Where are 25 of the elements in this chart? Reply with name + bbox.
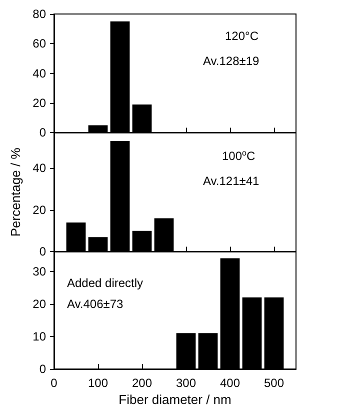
annotation: Av.121±41 <box>203 174 260 188</box>
y-tick-label: 10 <box>32 329 46 344</box>
y-tick-label: 20 <box>32 96 46 110</box>
annotation: Av.406±73 <box>67 297 124 311</box>
y-tick-label: 0 <box>39 126 46 140</box>
x-tick-label: 500 <box>264 376 284 390</box>
y-tick-label: 80 <box>32 7 46 21</box>
x-tick-label: 400 <box>220 376 240 390</box>
annotation: Added directly <box>67 276 144 290</box>
y-tick-label: 40 <box>32 161 46 176</box>
x-tick-label: 200 <box>132 376 152 390</box>
y-tick-label: 30 <box>32 264 46 278</box>
y-tick-label: 60 <box>32 36 46 51</box>
y-tick-label: 20 <box>32 202 46 217</box>
y-axis-title: Percentage / % <box>8 147 23 237</box>
annotation: 120°C <box>225 29 259 43</box>
annotation: Av.128±19 <box>203 54 260 68</box>
y-tick-label: 20 <box>32 296 46 311</box>
x-tick-label: 300 <box>176 376 196 390</box>
x-axis-title: Fiber diameter / nm <box>118 392 232 407</box>
y-tick-label: 0 <box>39 362 46 376</box>
x-tick-label: 0 <box>50 376 58 390</box>
y-tick-label: 0 <box>39 244 46 259</box>
y-tick-label: 40 <box>32 66 46 80</box>
x-tick-label: 100 <box>88 376 108 390</box>
